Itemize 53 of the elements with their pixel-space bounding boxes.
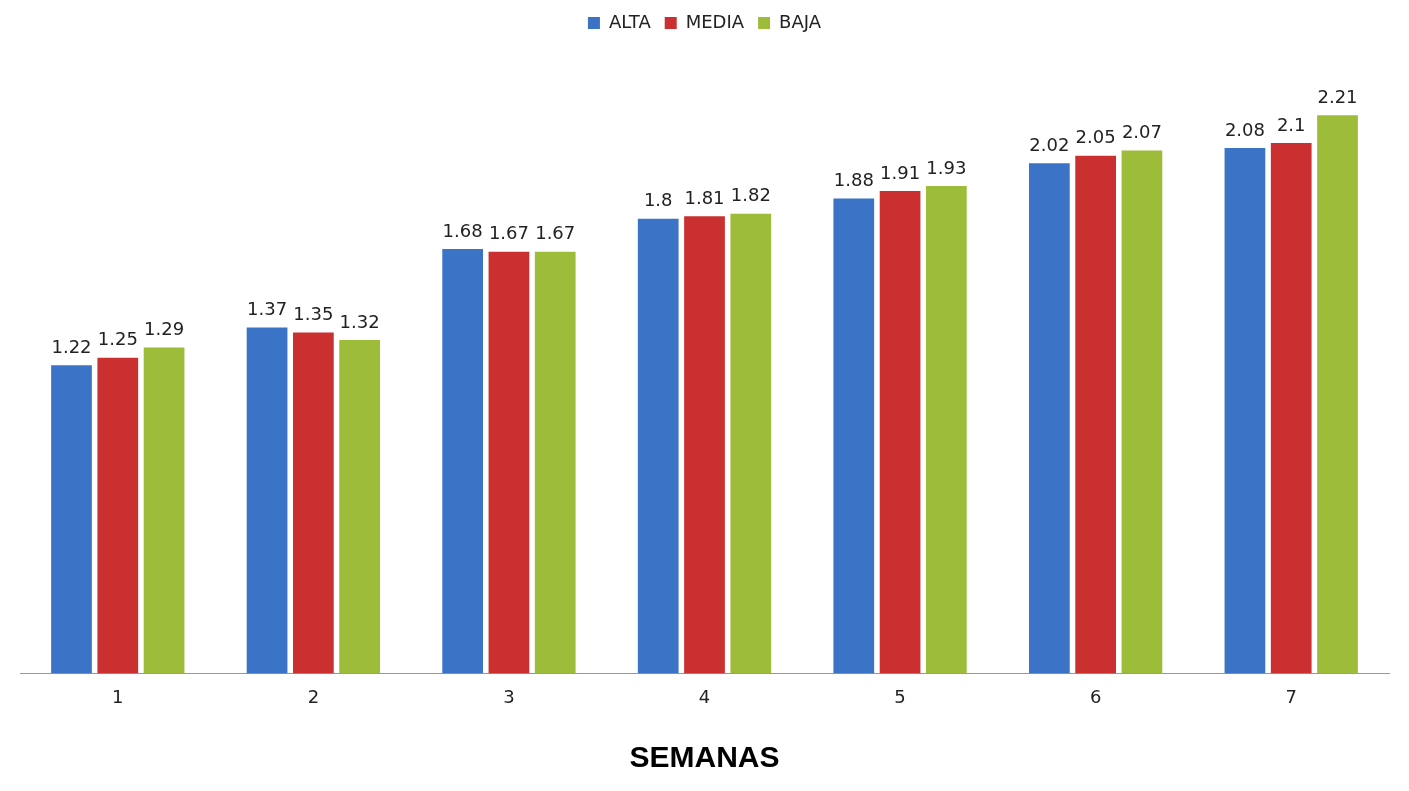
bar xyxy=(684,216,725,674)
bar xyxy=(1317,115,1358,674)
x-tick-label: 4 xyxy=(698,685,711,707)
data-label: 1.88 xyxy=(833,169,874,191)
data-label: 2.07 xyxy=(1121,121,1162,143)
data-label: 1.35 xyxy=(293,303,334,325)
legend-label: BAJA xyxy=(779,10,822,32)
x-tick-label: 1 xyxy=(112,685,124,707)
data-label: 1.67 xyxy=(488,222,529,244)
bar xyxy=(442,249,484,674)
bar xyxy=(1121,150,1163,674)
bar xyxy=(1224,148,1266,674)
data-label: 2.1 xyxy=(1276,113,1306,135)
data-label: 1.32 xyxy=(339,310,380,332)
bar xyxy=(246,327,288,674)
x-tick-label: 5 xyxy=(894,685,906,707)
bar xyxy=(488,251,530,674)
data-label: 1.37 xyxy=(247,298,288,320)
data-label: 1.82 xyxy=(730,184,771,206)
data-label: 1.25 xyxy=(97,328,138,350)
x-tick-label: 6 xyxy=(1089,685,1102,707)
legend-label: MEDIA xyxy=(685,10,745,32)
bar xyxy=(51,365,92,674)
bar xyxy=(833,198,875,674)
x-tick-label: 7 xyxy=(1285,685,1297,707)
bar xyxy=(879,191,921,674)
data-label: 1.91 xyxy=(880,161,921,183)
x-axis-title: SEMANAS xyxy=(629,740,780,774)
bar xyxy=(1075,155,1117,674)
x-tick-label: 2 xyxy=(307,685,320,707)
bar xyxy=(534,251,576,674)
data-label: 2.08 xyxy=(1224,118,1265,140)
data-label: 1.22 xyxy=(51,335,92,357)
data-label: 1.29 xyxy=(144,318,185,340)
data-label: 2.21 xyxy=(1317,85,1358,107)
data-label: 1.67 xyxy=(535,222,576,244)
bar xyxy=(730,213,772,674)
bar xyxy=(1028,163,1070,674)
bar xyxy=(339,340,381,674)
data-label: 2.02 xyxy=(1029,133,1070,155)
bar xyxy=(143,347,185,674)
bar xyxy=(1270,143,1312,674)
legend-label: ALTA xyxy=(608,10,652,32)
bar xyxy=(637,218,679,674)
data-label: 1.68 xyxy=(442,219,483,241)
x-tick-label: 3 xyxy=(503,685,515,707)
bar xyxy=(925,185,967,674)
data-label: 2.05 xyxy=(1075,126,1116,148)
data-label: 1.8 xyxy=(643,189,673,211)
bar xyxy=(97,357,139,674)
bar xyxy=(292,332,334,674)
data-label: 1.81 xyxy=(684,186,725,208)
data-label: 1.93 xyxy=(926,156,967,178)
